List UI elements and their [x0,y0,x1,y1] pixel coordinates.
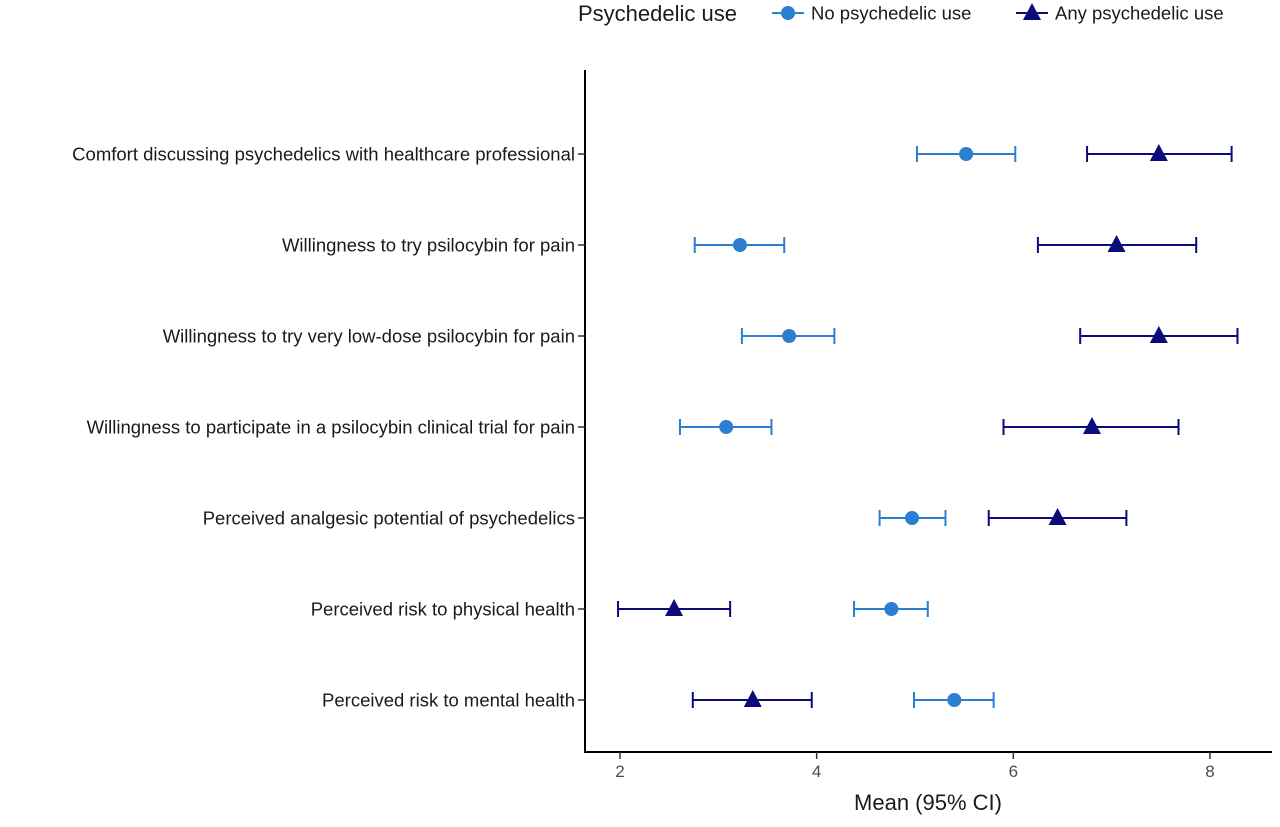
legend: Psychedelic use No psychedelic use Any psy… [578,1,1224,26]
legend-key-triangle [1023,3,1041,20]
category-label: Perceived risk to mental health [322,690,575,711]
category-label: Willingness to try very low-dose psilocy… [163,326,575,347]
point-triangle [743,690,762,707]
category-label: Willingness to try psilocybin for pain [282,235,575,256]
point-triangle [1149,144,1168,161]
series-group [617,144,1239,708]
category-label: Willingness to participate in a psilocyb… [87,417,575,438]
legend-item: Any psychedelic use [1016,3,1224,24]
point-triangle [1082,417,1101,434]
legend-label: Any psychedelic use [1055,3,1224,24]
category-label: Perceived risk to physical health [311,599,575,620]
data-marks [617,144,1239,708]
point-triangle [1048,508,1067,525]
point-triangle [665,599,684,616]
point-circle [905,511,920,525]
axes: 2 4 6 8 [578,70,1272,781]
legend-item: No psychedelic use [772,3,971,24]
x-tick-label: 2 [615,762,624,781]
category-label: Comfort discussing psychedelics with hea… [72,144,575,165]
point-circle [719,420,734,434]
point-triangle [1107,235,1126,252]
legend-title: Psychedelic use [578,1,737,26]
point-circle [959,147,974,161]
point-circle [732,238,747,252]
category-label: Perceived analgesic potential of psyched… [203,508,575,529]
legend-key-circle [781,6,795,20]
point-triangle [1149,326,1168,343]
legend-label: No psychedelic use [811,3,971,24]
x-tick-label: 6 [1009,762,1018,781]
point-circle [947,693,962,707]
category-labels: Comfort discussing psychedelics with hea… [72,144,575,711]
point-circle [782,329,797,343]
series-group [678,146,1017,708]
x-axis-title: Mean (95% CI) [854,790,1002,815]
x-tick-label: 4 [812,762,821,781]
point-circle [884,602,899,616]
x-tick-label: 8 [1205,762,1214,781]
